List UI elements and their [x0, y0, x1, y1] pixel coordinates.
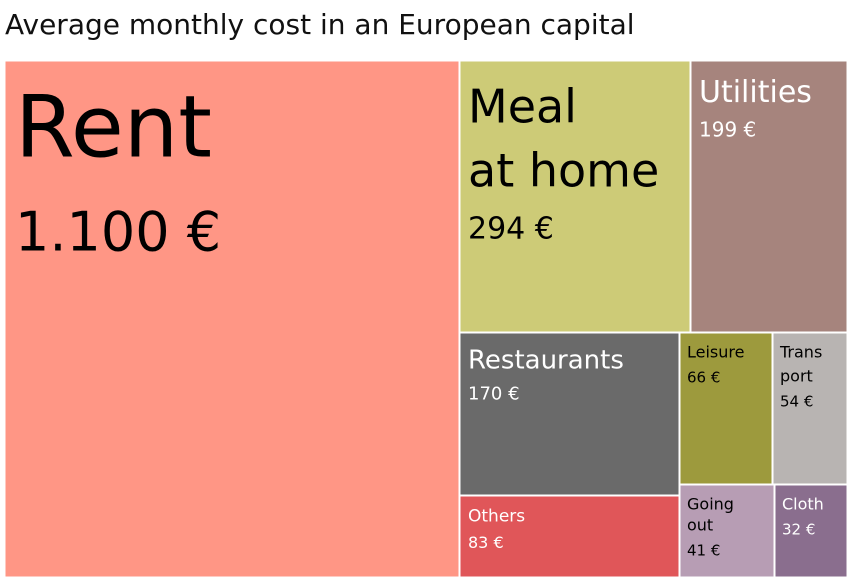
tile-label-rent: Rent [15, 77, 212, 177]
tile-rect-leisure [679, 332, 773, 485]
tile-rect-transport [772, 332, 848, 485]
tile-meal-at-home: Meal at home 294 € [459, 60, 691, 333]
tile-rect-cloth [774, 484, 848, 578]
tile-going-out: Going out 41 € [679, 484, 775, 578]
tile-others: Others 83 € [459, 495, 680, 578]
tile-value-restaurants: 170 € [468, 383, 520, 404]
tile-value-rent: 1.100 € [15, 200, 221, 263]
tile-value-transport: 54 € [780, 392, 813, 410]
tile-utilities: Utilities 199 € [690, 60, 848, 333]
tile-label-leisure: Leisure [687, 342, 744, 361]
tile-label-cloth: Cloth [782, 494, 824, 513]
tile-leisure: Leisure 66 € [679, 332, 773, 485]
tile-value-leisure: 66 € [687, 368, 720, 386]
tile-label-meal-at-home: at home [468, 143, 659, 197]
tile-transport: Trans port 54 € [772, 332, 848, 485]
tile-label-going-out: out [687, 515, 713, 534]
tile-value-going-out: 41 € [687, 541, 720, 559]
tile-value-others: 83 € [468, 533, 504, 552]
chart-title: Average monthly cost in an European capi… [5, 8, 635, 41]
tile-rect-rent [4, 60, 460, 578]
tile-label-others: Others [468, 506, 525, 526]
tile-value-utilities: 199 € [699, 118, 756, 142]
tile-label-going-out: Going [687, 494, 734, 513]
tile-value-cloth: 32 € [782, 520, 815, 538]
tile-label-transport: Trans [779, 342, 822, 361]
tile-label-utilities: Utilities [699, 75, 812, 110]
tile-rent: Rent 1.100 € [4, 60, 460, 578]
tile-cloth: Cloth 32 € [774, 484, 848, 578]
tile-rect-meal-at-home [459, 60, 691, 333]
tile-rect-utilities [690, 60, 848, 333]
tile-label-meal-at-home: Meal [468, 79, 577, 133]
tile-rect-going-out [679, 484, 775, 578]
tile-value-meal-at-home: 294 € [468, 211, 554, 246]
tile-rect-restaurants [459, 332, 680, 496]
tile-label-restaurants: Restaurants [468, 345, 624, 375]
tile-label-transport: port [780, 366, 813, 385]
tile-rect-others [459, 495, 680, 578]
tile-restaurants: Restaurants 170 € [459, 332, 680, 496]
